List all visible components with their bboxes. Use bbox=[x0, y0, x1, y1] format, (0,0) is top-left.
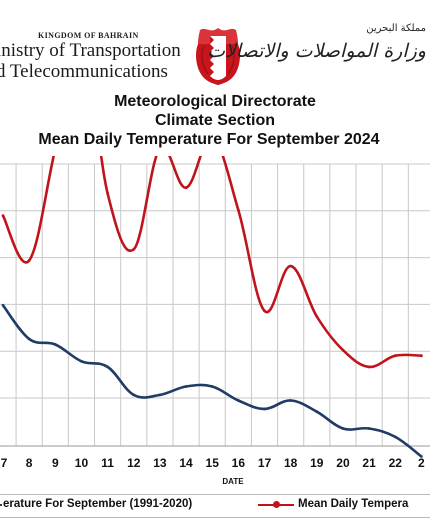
x-tick-label: 11 bbox=[101, 456, 114, 470]
x-tick-label: 14 bbox=[179, 456, 193, 470]
data-point-normal bbox=[210, 385, 214, 388]
section-title: Climate Section bbox=[154, 112, 276, 129]
x-tick-label: 18 bbox=[284, 456, 298, 470]
chart-titles: Meteorological Directorate Climate Secti… bbox=[0, 92, 430, 149]
x-tick-label: 15 bbox=[206, 456, 220, 470]
data-point-mean-2024 bbox=[27, 259, 31, 262]
data-point-mean-2024 bbox=[367, 365, 371, 369]
data-point-mean-2024 bbox=[184, 186, 188, 190]
data-point-normal bbox=[184, 385, 188, 388]
x-tick-label: 8 bbox=[26, 456, 33, 470]
legend-swatch-normal bbox=[0, 504, 2, 506]
arabic-kingdom-label: مملكة البحرين bbox=[366, 23, 426, 34]
legend: erature For September (1991-2020) Mean D… bbox=[0, 490, 430, 518]
x-tick-label: 22 bbox=[389, 456, 403, 470]
x-tick-label: 21 bbox=[362, 456, 376, 470]
bahrain-emblem-icon bbox=[196, 28, 240, 85]
data-point-normal bbox=[80, 359, 83, 363]
data-point-normal bbox=[341, 427, 345, 430]
header: KINGDOM OF BAHRAIN inistry of Transporta… bbox=[0, 0, 430, 92]
data-point-mean-2024 bbox=[236, 208, 240, 212]
x-tick-label: 9 bbox=[52, 456, 59, 470]
x-tick-label: 2 bbox=[418, 456, 425, 470]
x-tick-label: 13 bbox=[153, 456, 167, 470]
ministry-line-2: d Telecommunications bbox=[0, 61, 168, 82]
legend-label-mean: Mean Daily Tempera bbox=[298, 498, 409, 510]
x-tick-label: 7 bbox=[1, 456, 8, 470]
data-point-mean-2024 bbox=[1, 214, 5, 218]
data-point-mean-2024 bbox=[420, 354, 423, 358]
x-tick-label: 12 bbox=[127, 456, 141, 470]
series-line-mean-2024 bbox=[1, 156, 422, 369]
data-point-normal bbox=[393, 435, 397, 439]
data-point-normal bbox=[27, 337, 31, 341]
x-tick-label: 20 bbox=[336, 456, 350, 470]
data-point-normal bbox=[367, 427, 371, 430]
arabic-header: مملكة البحرين وزارة المواصلات والاتصالات bbox=[207, 22, 426, 66]
data-point-mean-2024 bbox=[106, 191, 109, 195]
data-point-mean-2024 bbox=[315, 315, 319, 318]
legend-frame bbox=[0, 494, 430, 518]
x-tick-label: 10 bbox=[75, 456, 89, 470]
data-point-normal bbox=[1, 303, 5, 307]
data-point-normal bbox=[236, 399, 240, 402]
data-point-mean-2024 bbox=[263, 309, 266, 313]
data-point-normal bbox=[53, 343, 57, 346]
data-point-normal bbox=[263, 407, 266, 411]
x-axis-label: DATE bbox=[222, 477, 244, 486]
data-point-mean-2024 bbox=[393, 354, 397, 358]
x-tick-label: 17 bbox=[258, 456, 272, 470]
data-point-normal bbox=[106, 365, 109, 369]
legend-marker-mean bbox=[273, 501, 280, 508]
data-point-normal bbox=[289, 399, 293, 402]
data-point-normal bbox=[315, 410, 319, 414]
arabic-ministry-name: وزارة المواصلات والاتصالات bbox=[207, 40, 426, 62]
x-tick-label: 19 bbox=[310, 456, 324, 470]
ministry-line-1: inistry of Transportation bbox=[0, 40, 181, 61]
data-point-normal bbox=[158, 393, 162, 397]
series-line-normal-1991-2020 bbox=[1, 304, 423, 458]
data-point-mean-2024 bbox=[289, 264, 293, 268]
ministry-name: inistry of Transportation d Telecommunic… bbox=[0, 40, 181, 82]
directorate-title: Meteorological Directorate bbox=[114, 93, 316, 110]
data-point-normal bbox=[132, 393, 136, 397]
data-point-mean-2024 bbox=[341, 348, 345, 352]
data-point-normal bbox=[420, 455, 423, 458]
legend-label-normal: erature For September (1991-2020) bbox=[3, 498, 193, 510]
chart-title: Mean Daily Temperature For September 202… bbox=[38, 131, 380, 148]
data-point-mean-2024 bbox=[132, 247, 136, 251]
kingdom-label: KINGDOM OF BAHRAIN bbox=[38, 31, 139, 40]
x-tick-label: 16 bbox=[232, 456, 246, 470]
